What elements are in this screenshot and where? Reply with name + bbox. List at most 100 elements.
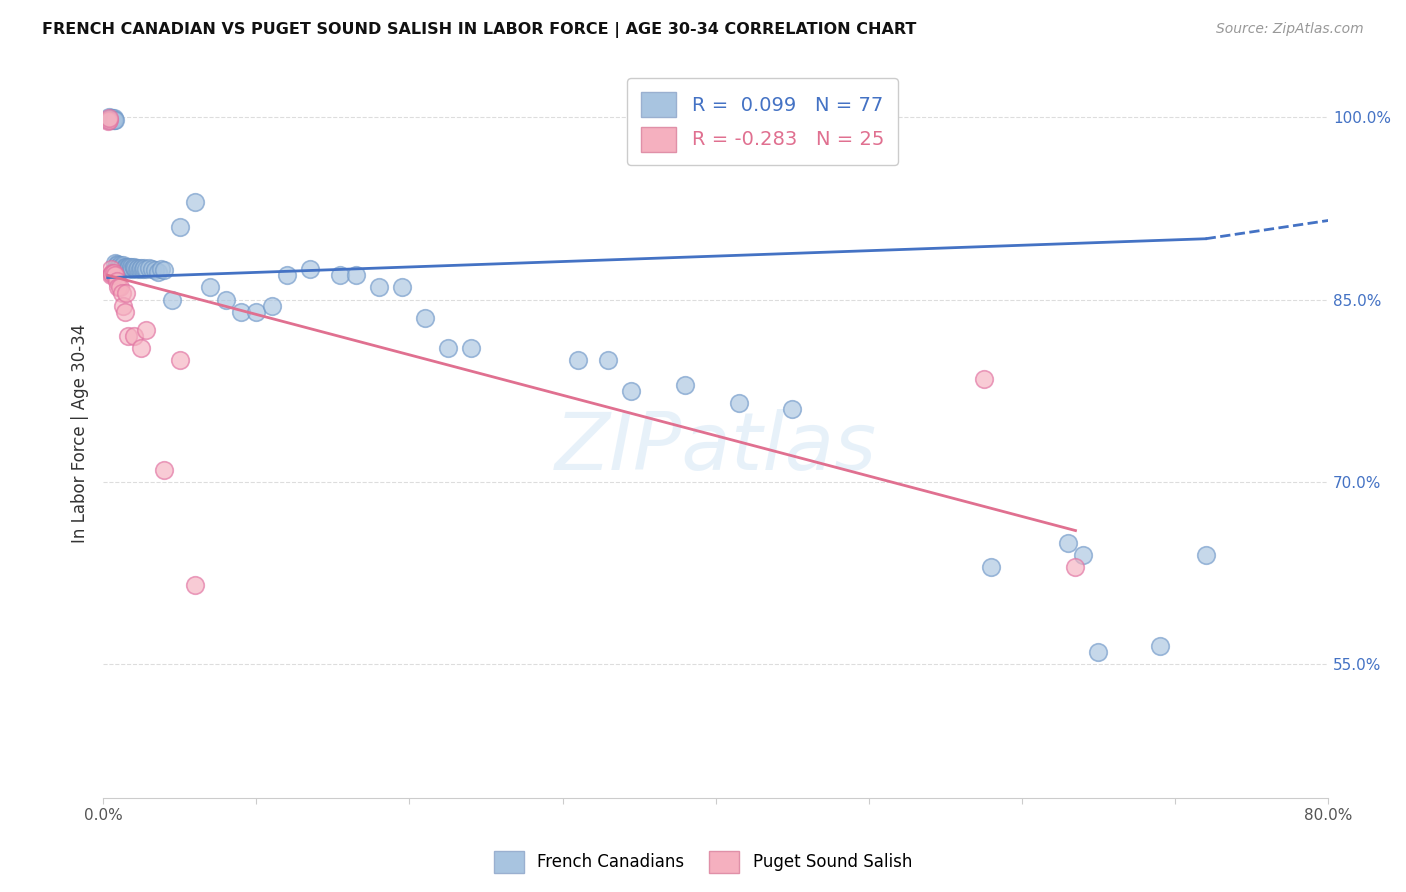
Point xyxy=(673,377,696,392)
Point xyxy=(110,260,132,274)
Point xyxy=(141,262,163,277)
Point xyxy=(98,112,121,127)
Point xyxy=(118,260,141,275)
Point xyxy=(105,274,128,288)
Point xyxy=(598,353,620,368)
Point xyxy=(131,341,153,355)
Point xyxy=(276,268,298,283)
Point xyxy=(110,260,132,275)
Point xyxy=(229,304,252,318)
Point xyxy=(122,329,145,343)
Point xyxy=(108,280,131,294)
Point xyxy=(1149,639,1171,653)
Point xyxy=(114,260,136,274)
Point xyxy=(107,260,129,275)
Point xyxy=(115,286,138,301)
Point xyxy=(121,262,143,277)
Point xyxy=(112,259,135,273)
Point xyxy=(620,384,643,398)
Point xyxy=(98,112,121,126)
Point xyxy=(727,396,749,410)
Point xyxy=(97,113,120,128)
Point xyxy=(138,260,160,275)
Point xyxy=(101,112,124,126)
Point xyxy=(110,286,132,301)
Point xyxy=(104,268,127,283)
Point xyxy=(114,304,136,318)
Point xyxy=(115,260,138,274)
Point xyxy=(160,293,183,307)
Text: Source: ZipAtlas.com: Source: ZipAtlas.com xyxy=(1216,22,1364,37)
Point xyxy=(460,341,482,355)
Point xyxy=(103,266,125,280)
Point xyxy=(143,263,166,277)
Point xyxy=(101,267,124,281)
Point xyxy=(329,268,352,283)
Point xyxy=(567,353,589,368)
Point xyxy=(1064,560,1087,574)
Point xyxy=(104,256,127,270)
Point xyxy=(103,112,125,127)
Point xyxy=(98,110,121,124)
Point xyxy=(214,293,236,307)
Point xyxy=(153,463,176,477)
Point xyxy=(128,262,150,277)
Point xyxy=(413,310,436,325)
Point xyxy=(97,112,120,127)
Point xyxy=(135,262,157,277)
Point xyxy=(105,257,128,271)
Point xyxy=(436,341,458,355)
Text: ZIPatlas: ZIPatlas xyxy=(554,409,877,487)
Point xyxy=(131,260,153,275)
Point xyxy=(780,401,803,416)
Point xyxy=(100,268,122,283)
Point xyxy=(1071,548,1094,562)
Point xyxy=(132,262,155,277)
Point xyxy=(150,262,173,277)
Point xyxy=(200,280,222,294)
Point xyxy=(120,260,142,274)
Point xyxy=(103,112,125,126)
Point xyxy=(184,195,207,210)
Point xyxy=(298,262,321,277)
Point xyxy=(101,112,124,127)
Point xyxy=(108,259,131,273)
Point xyxy=(184,578,207,592)
Point xyxy=(260,299,283,313)
Point xyxy=(117,329,139,343)
Point xyxy=(104,112,127,127)
Legend: French Canadians, Puget Sound Salish: French Canadians, Puget Sound Salish xyxy=(488,845,918,880)
Point xyxy=(115,260,138,275)
Point xyxy=(107,260,129,274)
Point xyxy=(125,262,148,277)
Point xyxy=(1056,535,1078,549)
Point xyxy=(108,260,131,275)
Point xyxy=(134,260,156,275)
Point xyxy=(153,263,176,277)
Point xyxy=(101,266,124,280)
Point xyxy=(245,304,267,318)
Point xyxy=(122,260,145,274)
Point xyxy=(1087,645,1109,659)
Point xyxy=(117,260,139,274)
Point xyxy=(112,299,135,313)
Point xyxy=(124,260,146,275)
Point xyxy=(100,262,122,277)
Point xyxy=(100,112,122,127)
Point xyxy=(107,280,129,294)
Point xyxy=(127,260,149,275)
Text: FRENCH CANADIAN VS PUGET SOUND SALISH IN LABOR FORCE | AGE 30-34 CORRELATION CHA: FRENCH CANADIAN VS PUGET SOUND SALISH IN… xyxy=(42,22,917,38)
Point xyxy=(112,260,135,274)
Point xyxy=(169,219,191,234)
Point xyxy=(344,268,367,283)
Y-axis label: In Labor Force | Age 30-34: In Labor Force | Age 30-34 xyxy=(72,324,89,543)
Point xyxy=(1194,548,1216,562)
Point xyxy=(391,280,413,294)
Point xyxy=(980,560,1002,574)
Legend: R =  0.099   N = 77, R = -0.283   N = 25: R = 0.099 N = 77, R = -0.283 N = 25 xyxy=(627,78,897,165)
Point xyxy=(118,260,141,274)
Point xyxy=(105,259,128,273)
Point xyxy=(169,353,191,368)
Point xyxy=(117,260,139,275)
Point xyxy=(367,280,389,294)
